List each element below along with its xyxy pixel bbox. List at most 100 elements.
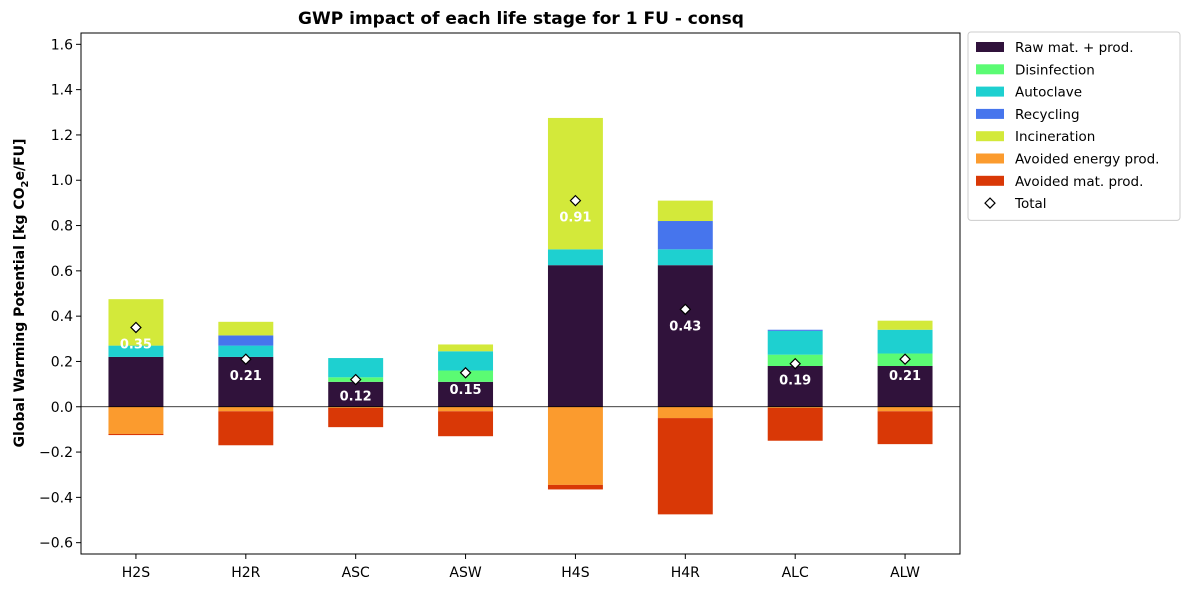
y-tick-label: 0.6	[51, 264, 73, 280]
bar-alw-series-6	[877, 411, 933, 445]
bar-h4r-series-2	[657, 249, 713, 266]
y-tick-label: 0.2	[51, 354, 73, 370]
bar-alc-series-0	[767, 365, 823, 407]
bar-alw-series-0	[877, 365, 933, 407]
x-tick-label: H4R	[671, 565, 700, 581]
bar-asw-series-6	[438, 411, 494, 437]
y-tick-label: 0.0	[51, 400, 73, 416]
total-marker-alw	[899, 353, 911, 366]
bar-h4s-series-4	[547, 117, 603, 250]
y-tick-label: −0.2	[39, 445, 73, 461]
bar-asc-series-2	[328, 358, 384, 378]
bar-asw-series-5	[438, 406, 494, 412]
total-marker-h4r	[679, 303, 692, 316]
y-tick-label: 1.2	[51, 128, 73, 144]
y-tick-label: 0.8	[51, 219, 73, 235]
legend-label-6: Avoided mat. prod.	[1015, 174, 1143, 190]
x-tick-label: ASW	[449, 565, 481, 581]
bar-h2r-series-4	[218, 321, 274, 336]
legend-swatch-0	[976, 42, 1004, 52]
bar-h2r-series-3	[218, 335, 274, 346]
bar-asw-series-4	[438, 344, 494, 352]
legend-total-marker	[984, 197, 996, 209]
y-axis-label-sub: 2	[20, 180, 31, 187]
bar-h4s-series-5	[547, 406, 603, 485]
x-tick-label: ASC	[342, 565, 370, 581]
y-axis-label: Global Warming Potential [kg CO2e/FU]	[12, 139, 31, 448]
bar-h4r-series-3	[657, 221, 713, 250]
bar-h2r-series-5	[218, 406, 274, 412]
x-tick-label: H2R	[231, 565, 260, 581]
x-tick-label: ALC	[782, 565, 809, 581]
total-marker-h4s	[569, 194, 582, 207]
bar-h4s-series-2	[547, 249, 603, 266]
bar-h2s-series-0	[108, 356, 164, 407]
bar-h2r-series-6	[218, 411, 274, 446]
x-tick-label: H2S	[122, 565, 150, 581]
legend-label-1: Disinfection	[1015, 62, 1095, 78]
total-label-alw: 0.21	[889, 369, 921, 384]
y-axis-label-pre: Global Warming Potential [kg CO	[12, 187, 28, 447]
total-label-asc: 0.12	[340, 390, 372, 405]
bar-h4r-series-5	[657, 406, 713, 419]
bar-asc-series-6	[328, 407, 384, 428]
bar-h4r-series-0	[657, 265, 713, 407]
bar-asw-series-2	[438, 351, 494, 371]
plot-frame	[80, 32, 961, 555]
total-label-h4s: 0.91	[559, 211, 591, 226]
total-marker-alc	[789, 357, 802, 370]
total-marker-asw	[459, 366, 472, 379]
y-tick-label: 0.4	[51, 309, 73, 325]
x-tick-label: H4S	[561, 565, 589, 581]
legend-swatch-2	[976, 86, 1004, 97]
bar-asw-series-0	[438, 381, 494, 407]
total-marker-h2s	[130, 321, 142, 334]
bar-h2r-series-0	[218, 356, 274, 407]
bars-layer	[108, 117, 933, 515]
legend-swatch-5	[976, 153, 1004, 164]
y-tick-label: −0.4	[39, 490, 73, 506]
bar-h4r-series-6	[657, 418, 713, 515]
legend-swatch-1	[976, 64, 1004, 75]
total-label-h4r: 0.43	[669, 319, 701, 334]
total-label-alc: 0.19	[779, 374, 811, 389]
y-tick-label: 1.6	[51, 37, 73, 53]
chart-title: GWP impact of each life stage for 1 FU -…	[298, 9, 744, 29]
y-axis-label-post: e/FU]	[12, 139, 28, 181]
legend-label-0: Raw mat. + prod.	[1015, 40, 1134, 56]
totals-layer: 0.35 0.21 0.12 0.15 0.91 0.43 0.19 0.21	[120, 194, 921, 405]
legend-swatch-4	[976, 131, 1004, 142]
legend-box	[967, 31, 1181, 221]
bar-asc-series-5	[328, 406, 384, 408]
axes-layer: −0.6 −0.4 −0.2 0.0 0.2 0.4 0.6 0.8 1.0 1.2 1.4 1.6 H…	[39, 32, 961, 581]
legend: Raw mat. + prod. Disinfection Autoclave Rec…	[967, 31, 1181, 221]
bar-alc-series-5	[767, 406, 823, 408]
legend-label-5: Avoided energy prod.	[1015, 152, 1159, 168]
total-marker-asc	[349, 373, 362, 386]
legend-label-3: Recycling	[1015, 107, 1080, 123]
total-label-h2s: 0.35	[120, 337, 152, 352]
bar-h4r-series-4	[657, 200, 713, 222]
legend-label-2: Autoclave	[1015, 85, 1082, 101]
bar-alc-series-2	[767, 330, 823, 355]
bar-h4s-series-0	[547, 265, 603, 407]
y-tick-label: 1.4	[51, 83, 73, 99]
bar-h4s-series-6	[547, 484, 603, 490]
total-marker-h2r	[239, 353, 252, 366]
total-label-h2r: 0.21	[230, 369, 262, 384]
legend-label-4: Incineration	[1015, 129, 1095, 145]
total-label-asw: 0.15	[450, 383, 482, 398]
bar-h2s-series-5	[108, 406, 164, 434]
legend-swatch-6	[976, 175, 1004, 186]
legend-label-total: Total	[1014, 196, 1047, 212]
bar-asc-series-0	[328, 381, 384, 407]
x-tick-label: ALW	[890, 565, 920, 581]
y-tick-label: −0.6	[39, 536, 73, 552]
bar-alc-series-6	[767, 407, 823, 441]
y-tick-label: 1.0	[51, 173, 73, 189]
bar-h2s-series-2	[108, 345, 164, 357]
bar-alw-series-4	[877, 320, 933, 330]
bar-alw-series-5	[877, 406, 933, 412]
legend-swatch-3	[976, 108, 1004, 119]
